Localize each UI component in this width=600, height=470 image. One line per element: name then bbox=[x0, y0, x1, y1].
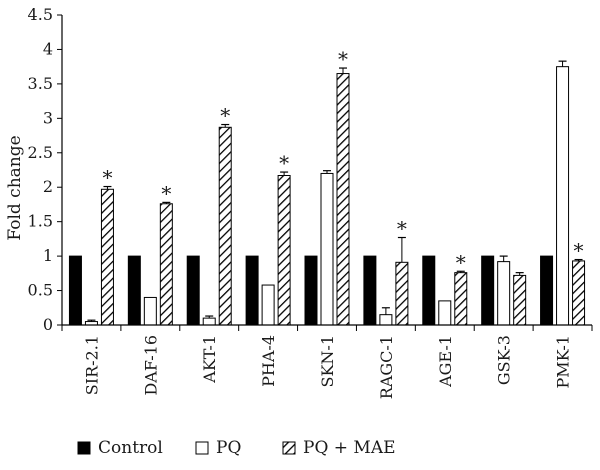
bars bbox=[68, 66, 586, 326]
x-category-label: SKN-1 bbox=[318, 335, 337, 388]
legend-pq-label: PQ bbox=[216, 438, 241, 458]
y-tick-label: 4.5 bbox=[28, 5, 53, 24]
pq-bar bbox=[261, 284, 275, 326]
pq-mae-bar bbox=[277, 175, 291, 326]
control-bar bbox=[68, 255, 82, 326]
control-bar bbox=[422, 255, 436, 326]
y-tick-label: 1 bbox=[43, 246, 53, 265]
significance-markers: * * * * * * * * bbox=[102, 47, 583, 274]
x-category-label: AKT-1 bbox=[200, 335, 219, 384]
legend-pq-mae-swatch bbox=[282, 441, 296, 455]
pq-mae-bar bbox=[572, 260, 586, 326]
legend-pq-swatch bbox=[195, 441, 209, 455]
y-tick-label: 0 bbox=[43, 315, 53, 334]
y-tick-label: 2 bbox=[43, 177, 53, 196]
pq-mae-bar bbox=[336, 73, 350, 326]
significance-star: * bbox=[456, 250, 466, 274]
significance-star: * bbox=[279, 151, 289, 175]
error-bars bbox=[87, 60, 583, 322]
y-tick-label: 2.5 bbox=[28, 143, 53, 162]
x-axis-category-labels: SIR-2.1 DAF-16 AKT-1 PHA-4 SKN-1 RAGC-1 AGE-1 G… bbox=[82, 335, 572, 399]
pq-bar bbox=[556, 66, 570, 326]
y-tick-label: 0.5 bbox=[28, 281, 53, 300]
x-category-label: DAF-16 bbox=[141, 335, 160, 396]
y-axis-title: Fold change bbox=[5, 135, 25, 240]
x-category-label: SIR-2.1 bbox=[82, 335, 101, 395]
control-bar bbox=[540, 255, 554, 326]
pq-bar bbox=[320, 172, 334, 326]
control-bar bbox=[481, 255, 495, 326]
significance-star: * bbox=[397, 217, 407, 241]
y-axis-ticks: 0 0.5 1 1.5 2 2.5 3 3.5 4 4.5 bbox=[28, 5, 62, 334]
significance-star: * bbox=[220, 104, 230, 128]
pq-mae-bar bbox=[159, 203, 173, 326]
pq-mae-bar bbox=[100, 188, 114, 326]
legend-control-swatch bbox=[77, 441, 91, 455]
legend-control-label: Control bbox=[98, 438, 163, 458]
significance-star: * bbox=[338, 47, 348, 71]
pq-mae-bar bbox=[454, 272, 468, 326]
y-tick-label: 3.5 bbox=[28, 74, 53, 93]
pq-bar bbox=[379, 314, 393, 326]
pq-bar bbox=[438, 300, 452, 326]
legend: Control PQ PQ + MAE bbox=[77, 438, 396, 458]
control-bar bbox=[186, 255, 200, 326]
pq-mae-bar bbox=[218, 126, 232, 326]
x-category-label: PHA-4 bbox=[259, 335, 278, 387]
pq-bar bbox=[143, 296, 157, 326]
significance-star: * bbox=[161, 181, 171, 205]
control-bar bbox=[245, 255, 259, 326]
y-tick-label: 4 bbox=[43, 39, 53, 58]
x-category-label: RAGC-1 bbox=[377, 335, 396, 399]
y-tick-label: 1.5 bbox=[28, 212, 53, 231]
significance-star: * bbox=[102, 166, 112, 190]
x-category-label: AGE-1 bbox=[436, 335, 455, 388]
y-tick-label: 3 bbox=[43, 108, 53, 127]
significance-star: * bbox=[574, 239, 584, 263]
control-bar bbox=[363, 255, 377, 326]
pq-bar bbox=[497, 261, 511, 326]
legend-pq-mae-label: PQ + MAE bbox=[303, 438, 396, 458]
pq-bar bbox=[202, 317, 216, 326]
control-bar bbox=[127, 255, 141, 326]
x-category-label: PMK-1 bbox=[554, 335, 573, 389]
control-bar bbox=[304, 255, 318, 326]
pq-mae-bar bbox=[395, 261, 409, 326]
axes bbox=[61, 15, 593, 331]
x-category-label: GSK-3 bbox=[495, 335, 514, 385]
pq-mae-bar bbox=[513, 274, 527, 326]
